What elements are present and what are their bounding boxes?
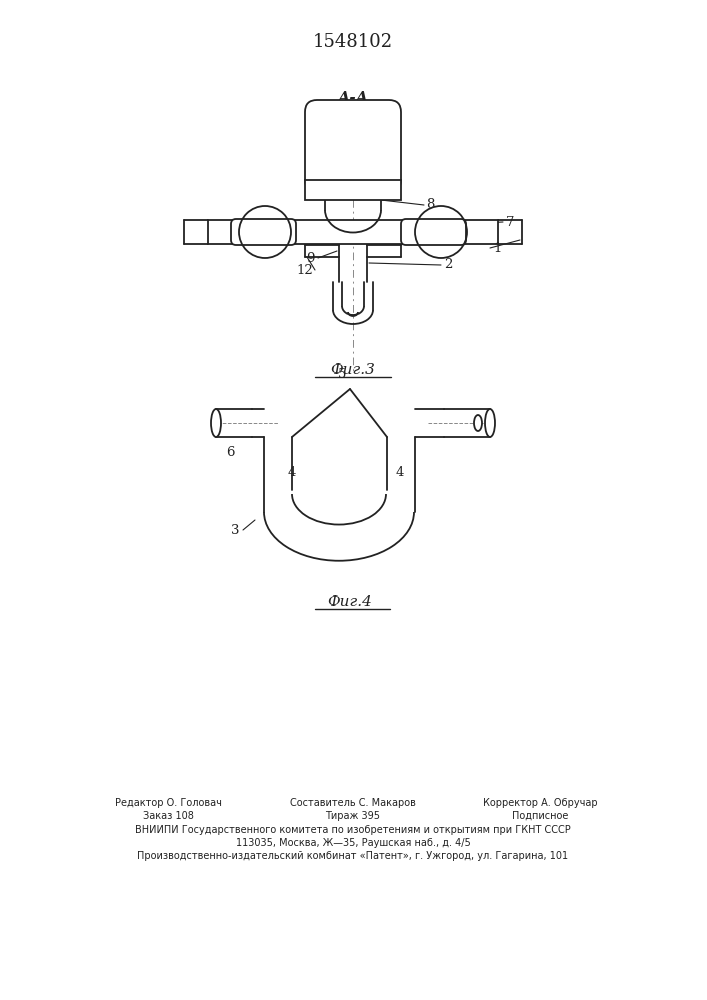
Text: Фиг.4: Фиг.4 bbox=[327, 595, 373, 609]
FancyBboxPatch shape bbox=[401, 219, 466, 245]
Circle shape bbox=[415, 206, 467, 258]
Text: 5: 5 bbox=[338, 367, 346, 380]
Text: 3: 3 bbox=[230, 524, 239, 536]
Text: Подписное: Подписное bbox=[512, 811, 568, 821]
Text: Редактор О. Головач: Редактор О. Головач bbox=[115, 798, 221, 808]
Text: Заказ 108: Заказ 108 bbox=[143, 811, 194, 821]
Circle shape bbox=[239, 206, 291, 258]
FancyBboxPatch shape bbox=[231, 219, 296, 245]
Text: 12: 12 bbox=[297, 263, 313, 276]
Text: Производственно-издательский комбинат «Патент», г. Ужгород, ул. Гагарина, 101: Производственно-издательский комбинат «П… bbox=[137, 851, 568, 861]
Text: Составитель С. Макаров: Составитель С. Макаров bbox=[290, 798, 416, 808]
Text: Тираж 395: Тираж 395 bbox=[325, 811, 380, 821]
Text: 2: 2 bbox=[444, 258, 452, 271]
Bar bbox=[208, 220, 498, 244]
Text: 4: 4 bbox=[288, 466, 296, 479]
Bar bbox=[305, 180, 401, 200]
Text: 7: 7 bbox=[506, 216, 514, 229]
Text: 9: 9 bbox=[305, 251, 314, 264]
Text: 4: 4 bbox=[396, 466, 404, 479]
Text: 113035, Москва, Ж—35, Раушская наб., д. 4/5: 113035, Москва, Ж—35, Раушская наб., д. … bbox=[235, 838, 470, 848]
Text: 1: 1 bbox=[493, 241, 502, 254]
Text: Корректор А. Обручар: Корректор А. Обручар bbox=[483, 798, 597, 808]
Text: ВНИИПИ Государственного комитета по изобретениям и открытиям при ГКНТ СССР: ВНИИПИ Государственного комитета по изоб… bbox=[135, 825, 571, 835]
Ellipse shape bbox=[211, 409, 221, 437]
FancyBboxPatch shape bbox=[305, 100, 401, 192]
Text: 6: 6 bbox=[226, 446, 234, 458]
Ellipse shape bbox=[474, 415, 482, 431]
Ellipse shape bbox=[485, 409, 495, 437]
Text: А-А: А-А bbox=[337, 91, 368, 105]
Text: 8: 8 bbox=[426, 198, 434, 212]
Text: Фиг.3: Фиг.3 bbox=[331, 363, 375, 377]
Text: 1548102: 1548102 bbox=[313, 33, 393, 51]
